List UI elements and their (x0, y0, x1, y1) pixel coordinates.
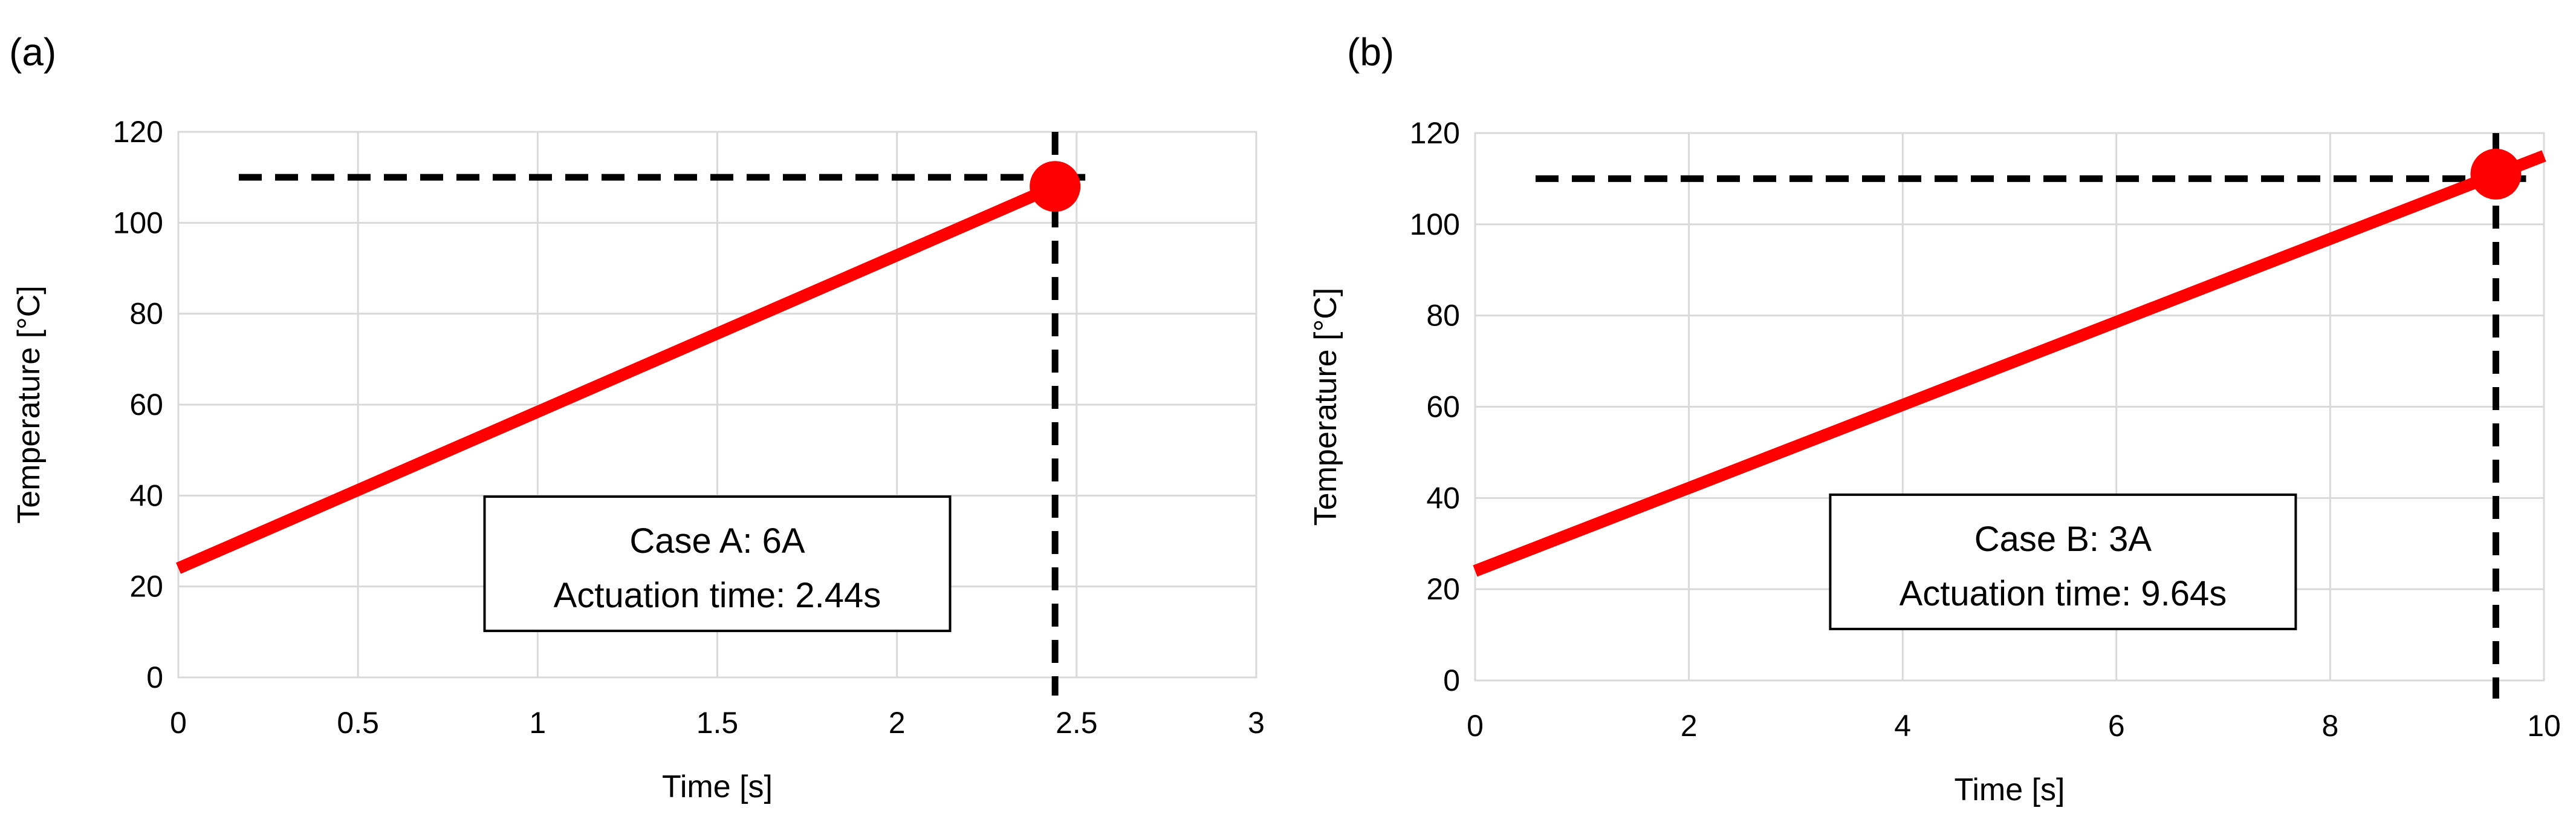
x-tick-label: 6 (2108, 709, 2125, 743)
x-tick-label: 4 (1894, 709, 1911, 743)
actuation-point-marker (1030, 161, 1080, 212)
x-tick-label: 1 (529, 706, 546, 740)
x-tick-label: 10 (2527, 709, 2561, 743)
annotation-case: Case A: 6A (629, 521, 805, 561)
y-tick-label: 80 (1426, 299, 1460, 333)
y-tick-label: 120 (113, 115, 163, 149)
y-tick-label: 100 (1410, 207, 1460, 241)
chart-panel-a: (a) 0 0.5 1 1.5 2 2.5 3 0 20 40 60 80 100 120 Time [s… (9, 30, 1265, 804)
y-tick-label: 20 (1426, 572, 1460, 606)
x-tick-label: 3 (1248, 706, 1265, 740)
y-tick-label: 60 (129, 388, 163, 422)
y-tick-label: 80 (129, 297, 163, 331)
x-tick-label: 1.5 (696, 706, 739, 740)
x-tick-label: 0 (1467, 709, 1484, 743)
panel-label: (a) (9, 30, 56, 74)
y-tick-label: 0 (1443, 664, 1460, 697)
y-tick-label: 60 (1426, 390, 1460, 424)
actuation-point-marker (2470, 149, 2521, 200)
x-axis-label: Time [s] (662, 769, 773, 804)
y-tick-label: 20 (129, 570, 163, 604)
x-tick-label: 2.5 (1056, 706, 1098, 740)
chart-panel-b: (b) 0246810020406080100120 Time [s] Temp… (1308, 30, 2561, 807)
x-tick-label: 2 (889, 706, 906, 740)
y-tick-label: 120 (1410, 116, 1460, 150)
annotation-box: Case A: 6A Actuation time: 2.44s (485, 497, 950, 631)
annotation-actuation-time: Actuation time: 2.44s (554, 576, 881, 615)
annotation-actuation-time: Actuation time: 9.64s (1900, 574, 2227, 613)
annotation-box: Case B: 3A Actuation time: 9.64s (1830, 495, 2295, 629)
x-tick-label: 0.5 (337, 706, 379, 740)
y-axis-label: Temperature [°C] (11, 285, 47, 524)
y-tick-label: 100 (113, 206, 163, 240)
y-tick-label: 40 (1426, 481, 1460, 515)
panel-label: (b) (1347, 30, 1394, 74)
annotation-case: Case B: 3A (1974, 520, 2152, 559)
x-tick-label: 8 (2321, 709, 2338, 743)
y-tick-label: 0 (146, 660, 163, 694)
x-tick-label: 2 (1681, 709, 1698, 743)
tick-labels: 0 0.5 1 1.5 2 2.5 3 0 20 40 60 80 100 120 (113, 115, 1265, 740)
x-axis-label: Time [s] (1955, 772, 2065, 807)
x-tick-label: 0 (170, 706, 187, 740)
y-tick-label: 40 (129, 478, 163, 512)
y-axis-label: Temperature [°C] (1308, 288, 1343, 526)
